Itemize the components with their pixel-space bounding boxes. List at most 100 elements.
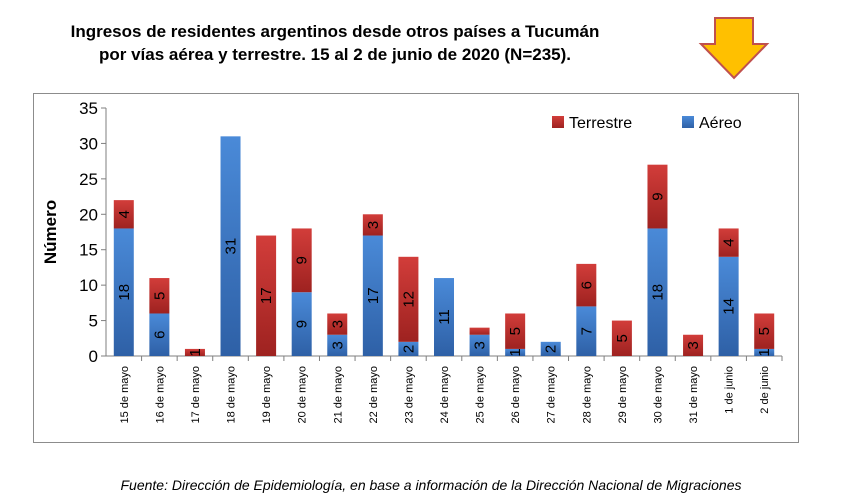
data-label-aereo: 2 bbox=[400, 345, 417, 353]
data-label-terrestre: 9 bbox=[649, 192, 666, 200]
data-label-aereo: 3 bbox=[329, 341, 346, 349]
x-category-label: 20 de mayo bbox=[297, 366, 309, 423]
data-label-terrestre: 5 bbox=[614, 334, 631, 342]
x-category-label: 18 de mayo bbox=[226, 366, 238, 423]
y-tick-label: 5 bbox=[89, 312, 98, 331]
x-category-label: 29 de mayo bbox=[617, 366, 629, 423]
data-label-aereo: 18 bbox=[116, 284, 133, 301]
chart-title-line-1: Ingresos de residentes argentinos desde … bbox=[70, 22, 600, 41]
bar-terrestre bbox=[718, 228, 739, 257]
data-label-aereo: 1 bbox=[756, 348, 773, 356]
bar-aereo bbox=[469, 334, 490, 356]
data-label-terrestre: 12 bbox=[400, 291, 417, 308]
data-label-terrestre: 3 bbox=[329, 320, 346, 328]
x-category-label: 15 de mayo bbox=[119, 366, 131, 423]
x-category-label: 22 de mayo bbox=[368, 366, 380, 423]
x-category-label: 2 de junio bbox=[759, 366, 771, 414]
bar-terrestre bbox=[505, 313, 526, 349]
chart-title-line-2: por vías aérea y terrestre. 15 al 2 de j… bbox=[99, 45, 571, 64]
bar-terrestre bbox=[362, 214, 383, 236]
data-label-terrestre: 3 bbox=[365, 221, 382, 229]
data-label-aereo: 3 bbox=[472, 341, 489, 349]
bar-terrestre bbox=[327, 313, 348, 335]
bar-terrestre bbox=[754, 313, 775, 349]
chart-title: Ingresos de residentes argentinos desde … bbox=[0, 20, 670, 66]
data-label-aereo: 6 bbox=[151, 331, 168, 339]
data-label-terrestre: 4 bbox=[116, 210, 133, 218]
bar-terrestre bbox=[113, 200, 134, 229]
data-label-terrestre: 6 bbox=[578, 281, 595, 289]
data-label-terrestre: 17 bbox=[258, 287, 275, 304]
chart-frame: 0 5 10 15 20 25 30 35 Número 18 4 15 de mayo 6 5 16 de… bbox=[33, 93, 799, 443]
data-label-terrestre: 5 bbox=[507, 327, 524, 335]
x-category-label: 27 de mayo bbox=[546, 366, 558, 423]
x-category-label: 19 de mayo bbox=[261, 366, 273, 423]
bar-terrestre bbox=[184, 348, 205, 356]
data-label-terrestre: 9 bbox=[294, 256, 311, 264]
x-category-label: 28 de mayo bbox=[581, 366, 593, 423]
x-category-label: 16 de mayo bbox=[154, 366, 166, 423]
bar-aereo bbox=[505, 348, 526, 356]
bar-aereo bbox=[434, 278, 454, 356]
bar-terrestre bbox=[291, 228, 312, 293]
bar-aereo bbox=[149, 313, 170, 356]
legend-terrestre-swatch bbox=[552, 116, 564, 128]
data-label-terrestre: 3 bbox=[685, 341, 702, 349]
data-label-terrestre: 5 bbox=[756, 327, 773, 335]
bar-aereo bbox=[647, 228, 668, 356]
bar-aereo bbox=[220, 136, 241, 356]
down-arrow-icon bbox=[698, 17, 770, 80]
y-tick-label: 15 bbox=[79, 241, 98, 260]
x-category-label: 24 de mayo bbox=[439, 366, 451, 423]
x-category-label: 26 de mayo bbox=[510, 366, 522, 423]
legend-aereo-swatch bbox=[682, 116, 694, 128]
bar-aereo bbox=[398, 341, 419, 356]
legend-aereo-label: Aéreo bbox=[699, 115, 742, 132]
data-label-aereo: 1 bbox=[507, 348, 524, 356]
bar-aereo bbox=[327, 334, 348, 356]
bar-aereo bbox=[576, 306, 597, 356]
bar-terrestre bbox=[469, 327, 490, 335]
legend-terrestre-label: Terrestre bbox=[569, 115, 632, 132]
bar-terrestre bbox=[398, 256, 419, 342]
data-label-aereo: 2 bbox=[543, 345, 560, 353]
source-note: Fuente: Dirección de Epidemiología, en b… bbox=[120, 477, 742, 493]
y-tick-label: 35 bbox=[79, 99, 98, 118]
bar-aereo bbox=[754, 348, 775, 356]
data-label-terrestre: 1 bbox=[187, 348, 204, 356]
x-category-label: 31 de mayo bbox=[688, 366, 700, 423]
data-label-aereo: 17 bbox=[365, 287, 382, 304]
data-label-aereo: 11 bbox=[436, 309, 453, 325]
x-category-label: 23 de mayo bbox=[403, 366, 415, 423]
y-axis-title: Número bbox=[41, 200, 60, 264]
bar-aereo bbox=[362, 235, 383, 356]
bar-terrestre bbox=[647, 164, 668, 229]
y-tick-label: 20 bbox=[79, 205, 98, 224]
y-tick-label: 30 bbox=[79, 134, 98, 153]
bar-aereo bbox=[113, 228, 134, 356]
x-category-label: 30 de mayo bbox=[652, 366, 664, 423]
data-label-aereo: 14 bbox=[721, 298, 738, 315]
data-label-aereo: 7 bbox=[578, 327, 595, 335]
bar-terrestre bbox=[611, 320, 632, 356]
bar-aereo bbox=[291, 292, 312, 356]
x-category-label: 25 de mayo bbox=[475, 366, 487, 423]
bar-aereo bbox=[718, 256, 739, 356]
y-tick-label: 0 bbox=[89, 347, 98, 366]
bar-terrestre bbox=[149, 278, 170, 314]
down-arrow-shape bbox=[698, 17, 770, 80]
data-label-aereo: 9 bbox=[294, 320, 311, 328]
bar-aereo bbox=[540, 341, 561, 356]
data-label-aereo: 18 bbox=[649, 284, 666, 301]
bar-terrestre bbox=[683, 334, 704, 356]
x-category-label: 1 de junio bbox=[724, 366, 736, 414]
y-tick-label: 10 bbox=[79, 276, 98, 295]
bar-terrestre bbox=[256, 235, 277, 356]
y-tick-label: 25 bbox=[79, 170, 98, 189]
data-label-terrestre: 5 bbox=[151, 292, 168, 300]
x-category-label: 21 de mayo bbox=[332, 366, 344, 423]
data-label-aereo: 31 bbox=[223, 238, 240, 255]
bar-terrestre bbox=[576, 263, 597, 307]
x-category-label: 17 de mayo bbox=[190, 366, 202, 423]
